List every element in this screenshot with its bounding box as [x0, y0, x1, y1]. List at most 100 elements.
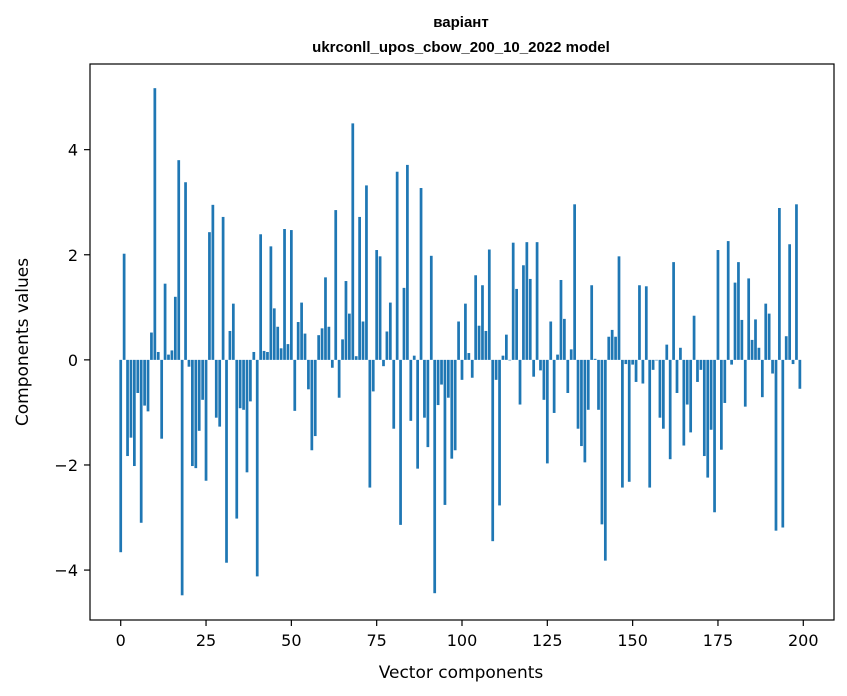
bar	[699, 359, 703, 370]
bar	[371, 359, 375, 392]
bar	[720, 359, 723, 450]
bar	[289, 230, 293, 360]
bar	[443, 359, 447, 505]
bar	[549, 321, 553, 360]
bar	[764, 303, 768, 360]
x-tick-label: 0	[116, 631, 126, 650]
bar	[330, 359, 334, 368]
bar	[310, 359, 314, 451]
y-axis-ticks: −4 −2 0 2 4	[54, 141, 90, 580]
bar	[153, 88, 157, 360]
bar	[307, 359, 310, 390]
bar	[406, 164, 409, 360]
bar	[423, 359, 426, 418]
bar	[416, 359, 419, 469]
bar	[259, 234, 263, 360]
bar	[689, 359, 693, 433]
y-axis-label: Components values	[13, 258, 33, 426]
bar	[255, 359, 259, 577]
bar	[487, 249, 491, 360]
bar	[208, 232, 211, 360]
bar	[221, 216, 225, 360]
bar	[119, 359, 123, 553]
bar	[170, 350, 174, 360]
bar	[269, 246, 273, 360]
bar	[600, 359, 604, 525]
bar	[409, 359, 413, 421]
bar	[672, 262, 675, 360]
bar	[136, 359, 140, 393]
bar	[344, 281, 348, 360]
bar	[173, 296, 177, 360]
bar	[187, 359, 191, 367]
x-tick-label: 175	[703, 631, 734, 650]
bar	[327, 326, 331, 360]
y-tick-label: 2	[68, 246, 78, 265]
bar	[685, 359, 689, 405]
bar	[184, 182, 187, 360]
bar	[665, 344, 669, 360]
bar	[470, 359, 474, 378]
bar	[621, 359, 624, 488]
bar	[679, 347, 682, 360]
bar	[661, 359, 665, 429]
bar	[675, 359, 679, 393]
bar	[511, 242, 515, 360]
bar	[617, 256, 621, 360]
x-axis-ticks: 0 25 50 75 100 125 150 175 200	[116, 620, 819, 650]
bar	[498, 359, 501, 506]
bar	[737, 262, 740, 360]
bar	[651, 359, 655, 370]
x-tick-label: 150	[617, 631, 648, 650]
bar	[778, 207, 781, 360]
bar	[204, 359, 208, 481]
x-tick-label: 100	[447, 631, 478, 650]
bar	[191, 359, 194, 467]
bar	[351, 123, 355, 360]
bar-series	[119, 88, 802, 596]
bar	[474, 275, 478, 360]
bar	[791, 359, 795, 365]
bar	[279, 348, 283, 360]
bar	[586, 359, 590, 410]
bar	[334, 210, 338, 360]
bar	[392, 359, 396, 429]
bar	[464, 303, 467, 360]
bar	[682, 359, 686, 446]
bar	[593, 358, 597, 360]
y-tick-label: −4	[54, 561, 78, 580]
bar	[225, 359, 228, 563]
bar	[798, 359, 802, 389]
x-tick-label: 50	[281, 631, 301, 650]
bar	[399, 359, 402, 525]
bar	[242, 359, 245, 410]
bar	[378, 256, 382, 360]
bar	[774, 359, 778, 531]
bar	[607, 336, 611, 360]
bar	[358, 216, 361, 360]
bar	[446, 359, 450, 398]
bar	[658, 359, 662, 418]
bar	[641, 359, 645, 384]
x-tick-label: 25	[196, 631, 216, 650]
bar	[231, 303, 235, 360]
bar	[627, 359, 631, 482]
bar	[655, 359, 658, 361]
bar	[122, 253, 126, 360]
bar	[395, 171, 399, 360]
bar	[375, 250, 379, 360]
bar	[440, 359, 443, 385]
bar	[505, 334, 508, 360]
bar	[566, 359, 570, 393]
bar	[760, 359, 764, 398]
bar	[385, 331, 389, 360]
bar	[491, 359, 495, 542]
bar	[726, 241, 730, 360]
bar	[160, 359, 164, 439]
bar	[484, 330, 488, 360]
plot-frame	[89, 63, 835, 621]
bar	[747, 278, 751, 360]
bar	[365, 185, 368, 360]
bar	[624, 359, 628, 365]
